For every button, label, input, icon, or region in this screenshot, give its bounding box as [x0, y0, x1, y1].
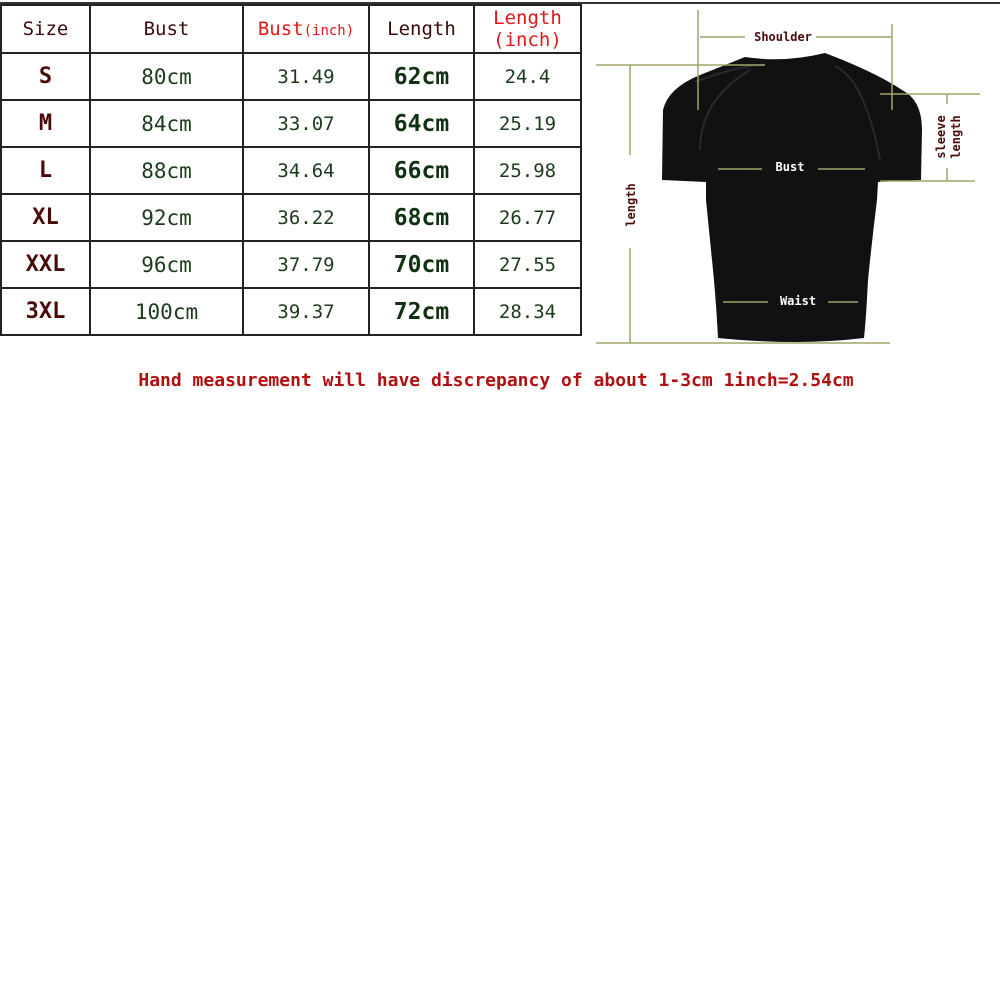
- table-row: XXL 96cm 37.79 70cm 27.55: [0, 240, 582, 289]
- cell-bust-cm: 92cm: [89, 193, 244, 242]
- cell-length-inch: 28.34: [473, 287, 582, 336]
- header-bust-inch: Bust(inch): [242, 4, 370, 54]
- shirt-diagram: Shoulder Bust Waist length sleeve length: [596, 10, 980, 344]
- cell-bust-inch: 31.49: [242, 52, 370, 101]
- cell-length-cm: 68cm: [368, 193, 475, 242]
- length-label: length: [624, 183, 638, 226]
- cell-bust-cm: 100cm: [89, 287, 244, 336]
- cell-length-inch: 25.19: [473, 99, 582, 148]
- header-length-inch-label: Length: [493, 7, 562, 29]
- cell-length-cm: 70cm: [368, 240, 475, 289]
- cell-bust-cm: 80cm: [89, 52, 244, 101]
- header-bust-inch-unit: (inch): [303, 23, 355, 39]
- bust-label: Bust: [776, 160, 805, 174]
- cell-length-inch: 27.55: [473, 240, 582, 289]
- cell-size: XL: [0, 193, 91, 242]
- header-length-inch-unit: (inch): [493, 29, 562, 51]
- size-table: Size Bust Bust(inch) Length Length (inch)…: [0, 4, 582, 336]
- cell-size: 3XL: [0, 287, 91, 336]
- cell-size: XXL: [0, 240, 91, 289]
- sleeve-label-2: length: [949, 115, 963, 158]
- header-size: Size: [0, 4, 91, 54]
- cell-length-inch: 25.98: [473, 146, 582, 195]
- cell-length-cm: 66cm: [368, 146, 475, 195]
- cell-length-inch: 26.77: [473, 193, 582, 242]
- cell-length-cm: 64cm: [368, 99, 475, 148]
- header-bust-inch-label: Bust: [257, 18, 304, 40]
- table-row: XL 92cm 36.22 68cm 26.77: [0, 193, 582, 242]
- cell-length-cm: 62cm: [368, 52, 475, 101]
- top-border: [0, 2, 1000, 4]
- header-length-inch: Length (inch): [473, 4, 582, 54]
- cell-bust-inch: 37.79: [242, 240, 370, 289]
- guide-lines: [596, 10, 980, 344]
- measurement-note: Hand measurement will have discrepancy o…: [138, 370, 854, 391]
- table-header-row: Size Bust Bust(inch) Length Length (inch): [0, 4, 582, 54]
- table-row: M 84cm 33.07 64cm 25.19: [0, 99, 582, 148]
- cell-bust-inch: 36.22: [242, 193, 370, 242]
- cell-size: M: [0, 99, 91, 148]
- cell-bust-cm: 84cm: [89, 99, 244, 148]
- cell-length-inch: 24.4: [473, 52, 582, 101]
- header-length: Length: [368, 4, 475, 54]
- cell-size: S: [0, 52, 91, 101]
- table-row: 3XL 100cm 39.37 72cm 28.34: [0, 287, 582, 336]
- waist-label: Waist: [780, 294, 816, 308]
- table-row: L 88cm 34.64 66cm 25.98: [0, 146, 582, 195]
- header-bust: Bust: [89, 4, 244, 54]
- cell-bust-cm: 88cm: [89, 146, 244, 195]
- cell-length-cm: 72cm: [368, 287, 475, 336]
- cell-bust-inch: 33.07: [242, 99, 370, 148]
- sleeve-label-1: sleeve: [934, 115, 948, 158]
- table-row: S 80cm 31.49 62cm 24.4: [0, 52, 582, 101]
- cell-bust-inch: 34.64: [242, 146, 370, 195]
- cell-size: L: [0, 146, 91, 195]
- shirt-icon: [662, 53, 922, 342]
- cell-bust-cm: 96cm: [89, 240, 244, 289]
- shoulder-label: Shoulder: [754, 30, 812, 44]
- cell-bust-inch: 39.37: [242, 287, 370, 336]
